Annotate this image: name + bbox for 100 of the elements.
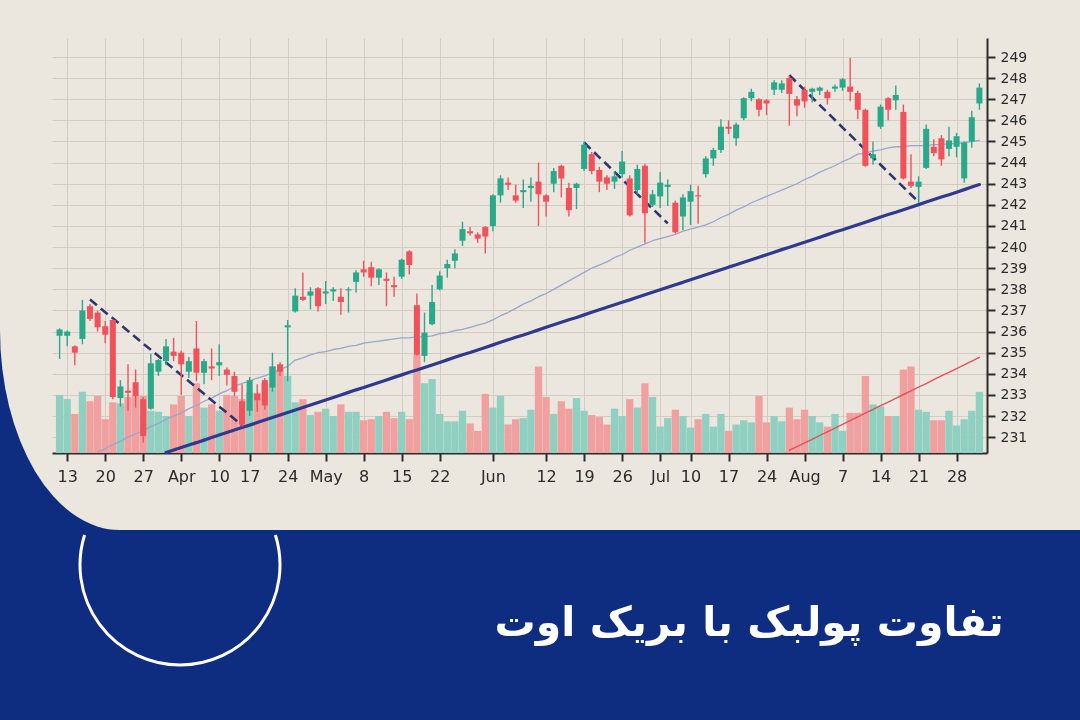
candlestick	[527, 176, 534, 203]
candlestick	[383, 271, 390, 307]
candlestick	[337, 287, 344, 316]
candlestick	[687, 184, 694, 226]
candlestick	[907, 153, 915, 189]
y-tick-label: 243	[1000, 175, 1028, 192]
candlestick	[634, 164, 641, 195]
candlestick	[558, 164, 565, 199]
candlestick	[702, 155, 709, 179]
candlestick	[406, 249, 413, 276]
x-tick-label: 19	[574, 466, 595, 486]
y-tick-label: 235	[1000, 344, 1028, 361]
candlestick	[892, 84, 899, 111]
x-tick-label: 8	[359, 466, 370, 486]
candlestick	[353, 269, 360, 294]
text: تفاوت پولبک با بریک اوت	[494, 598, 1004, 647]
y-tick-label: 234	[1000, 365, 1028, 382]
candlestick	[854, 90, 861, 121]
x-tick-label: 13	[57, 466, 78, 486]
line-series	[164, 182, 981, 455]
candlestick	[695, 185, 702, 225]
y-tick-label: 245	[1000, 132, 1028, 149]
line-series	[788, 356, 981, 451]
candlestick	[223, 366, 230, 387]
y-tick-label: 240	[1000, 238, 1028, 255]
candlestick	[915, 175, 922, 204]
x-tick-label: 24	[756, 466, 778, 486]
candlestick	[292, 287, 299, 314]
y-tick-label: 239	[1000, 259, 1028, 276]
x-tick-label: 15	[392, 466, 413, 486]
candlestick	[163, 338, 170, 367]
candlestick	[398, 258, 405, 280]
candlestick	[740, 96, 747, 122]
candlestick	[619, 150, 626, 179]
y-tick-label: 246	[1000, 111, 1028, 128]
y-tick-label: 231	[1000, 428, 1028, 445]
candlestick	[847, 57, 854, 103]
candlestick	[497, 174, 504, 204]
x-tick-label: 20	[95, 466, 116, 486]
y-tick-label: 248	[1000, 69, 1028, 86]
candlestick	[877, 103, 884, 130]
candlestick	[809, 86, 816, 104]
candlestick	[421, 311, 428, 363]
candlestick	[201, 358, 208, 386]
candlestick	[664, 178, 671, 207]
candlestick	[71, 344, 78, 367]
candlestick	[786, 75, 793, 127]
candlestick	[869, 140, 876, 166]
candlestick	[436, 270, 443, 292]
candlestick	[535, 161, 542, 227]
y-tick-label: 236	[1000, 323, 1028, 340]
candlestick	[565, 181, 572, 218]
x-tick-label: Jun	[479, 466, 506, 486]
y-tick-label: 244	[1000, 154, 1028, 171]
candlestick	[793, 95, 800, 117]
candlestick	[717, 118, 724, 154]
x-tick-label: May	[309, 466, 343, 486]
candlestick	[208, 347, 215, 381]
candlestick	[976, 82, 983, 111]
candlestick	[550, 167, 557, 193]
y-tick-label: 247	[1000, 90, 1028, 107]
candlestick	[345, 286, 352, 314]
x-tick-label: 17	[239, 466, 261, 486]
candlestick	[315, 286, 322, 313]
candlestick	[451, 248, 458, 269]
line-series	[582, 141, 670, 225]
candlestick	[801, 85, 808, 109]
x-tick-label: 21	[908, 466, 930, 486]
candlestick	[831, 83, 838, 93]
x-tick-label: 24	[277, 466, 299, 486]
candlestick	[459, 221, 466, 247]
y-tick-label: 237	[1000, 301, 1028, 318]
y-tick-label: 241	[1000, 217, 1028, 234]
candlestick	[467, 226, 474, 237]
x-tick-label: 10	[209, 466, 230, 486]
y-tick-label: 238	[1000, 280, 1028, 297]
candlestick	[679, 193, 686, 231]
candlestick	[391, 275, 398, 298]
x-tick-label: 12	[536, 466, 557, 486]
x-tick-label: Apr	[167, 466, 196, 486]
candlestick	[429, 284, 436, 326]
x-tick-label: 26	[612, 466, 633, 486]
candlestick	[299, 271, 306, 302]
candlestick	[885, 96, 892, 122]
candlestick	[573, 181, 580, 210]
candlestick	[945, 126, 953, 157]
candlestick	[520, 178, 527, 209]
candlestick	[307, 286, 314, 311]
x-tick-label: 28	[946, 466, 968, 486]
candlestick	[216, 343, 223, 377]
candlestick	[505, 176, 512, 191]
x-tick-label: 17	[718, 466, 740, 486]
y-tick-label: 249	[1000, 48, 1028, 65]
x-tick-label: 14	[870, 466, 892, 486]
x-tick-label: 27	[133, 466, 154, 486]
candlestick	[322, 280, 329, 305]
candlestick	[185, 356, 192, 379]
x-tick-label: Aug	[789, 466, 821, 486]
x-tick-label: 7	[837, 466, 849, 486]
line-series	[88, 298, 244, 427]
